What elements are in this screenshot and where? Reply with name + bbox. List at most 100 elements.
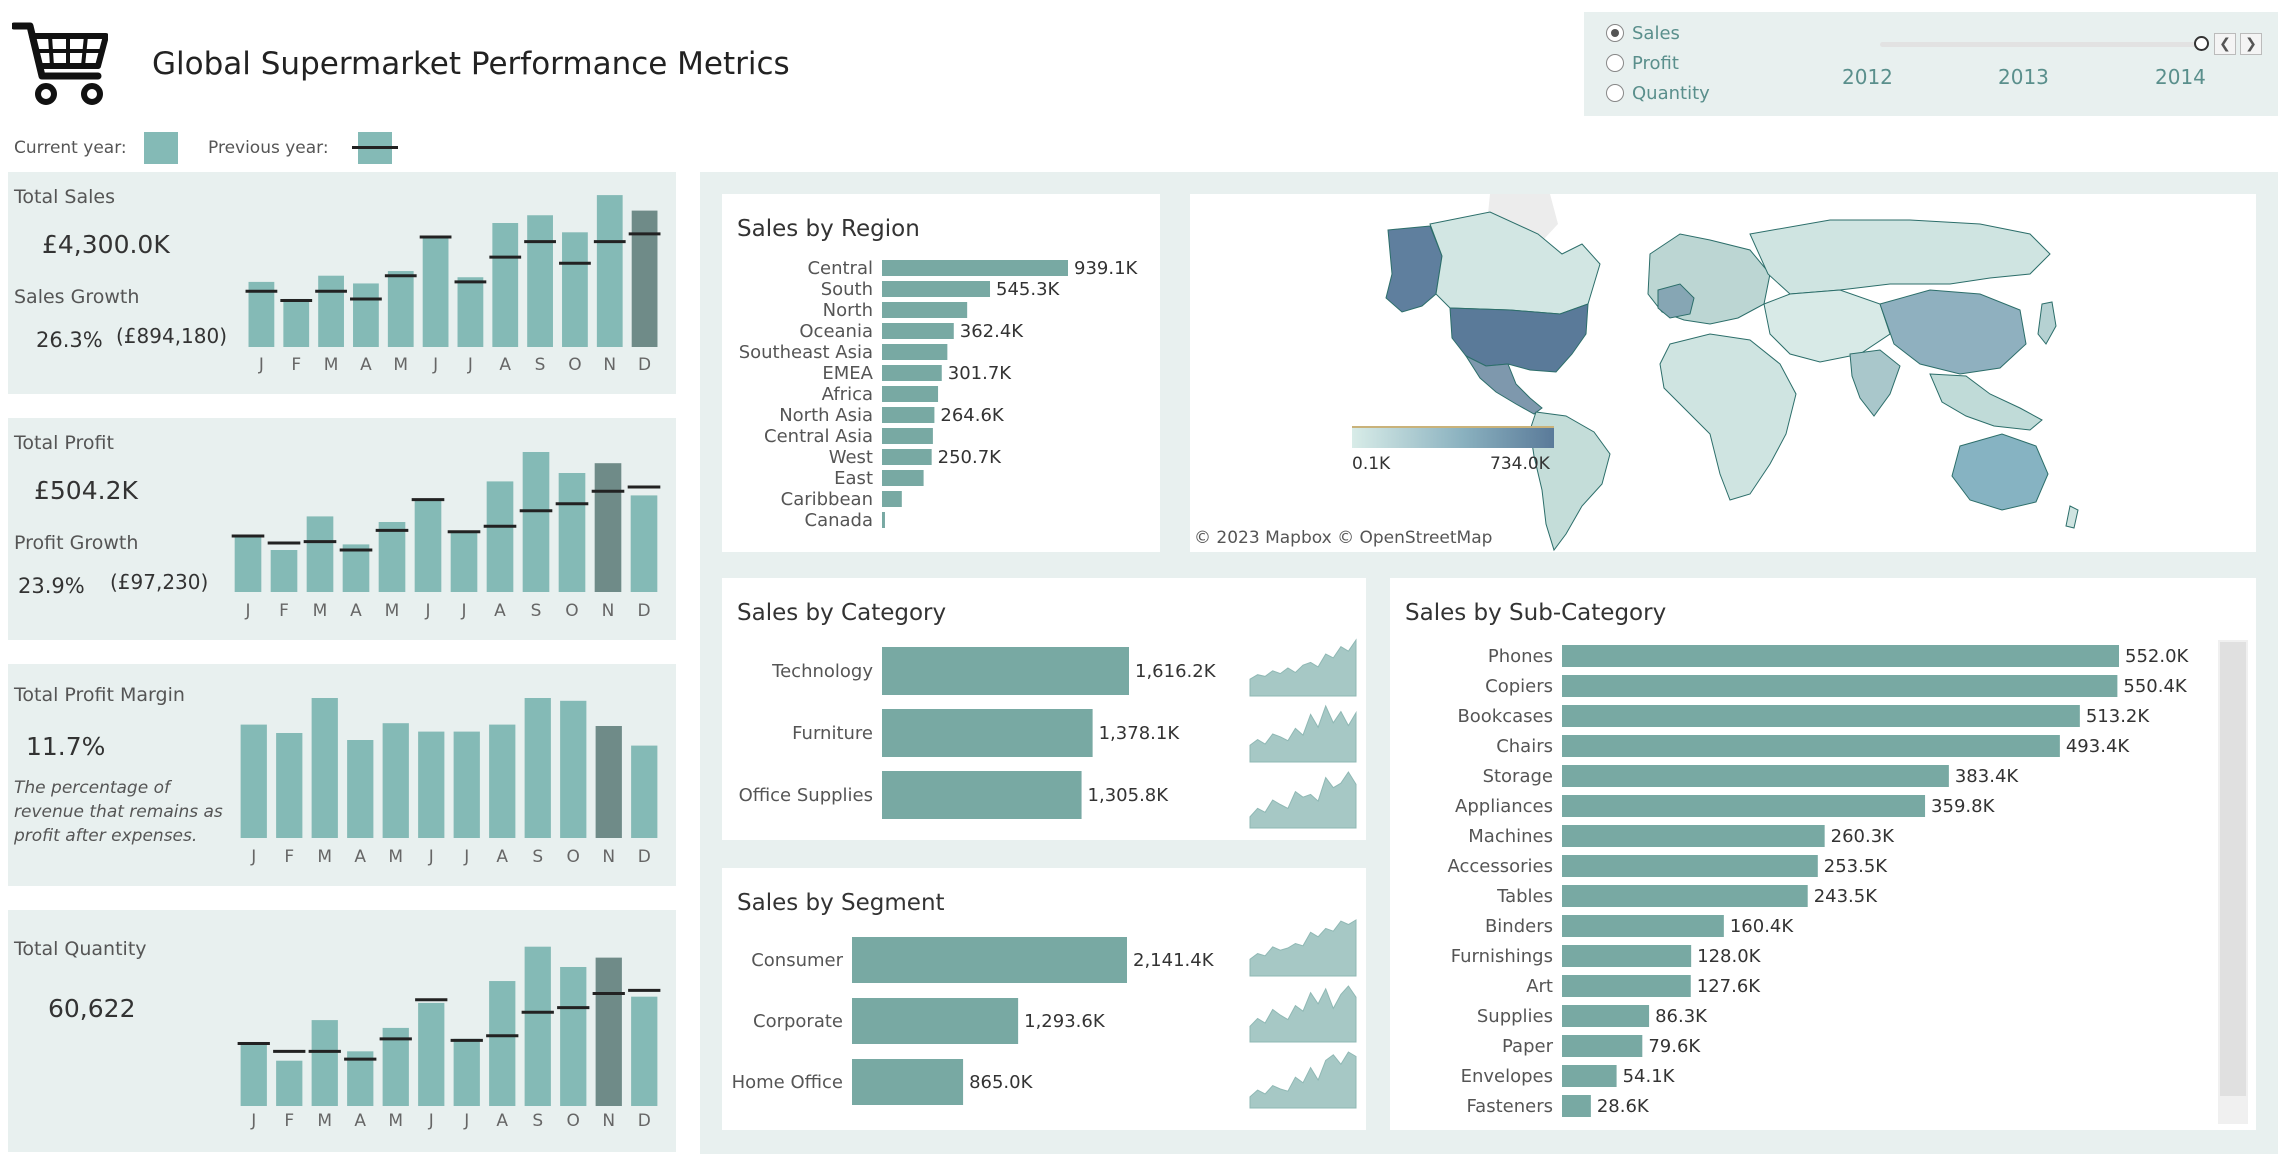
monthly-quantity-bar[interactable] <box>382 1027 409 1106</box>
sales-by-subcategory-bar[interactable] <box>1562 885 1808 907</box>
monthly-sales-bar[interactable] <box>492 223 519 347</box>
year-slider-track[interactable] <box>1880 42 2200 47</box>
monthly-margin-bar[interactable] <box>631 745 658 838</box>
monthly-profit-bar[interactable] <box>450 531 478 592</box>
map-card[interactable]: 0.1K 734.0K © 2023 Mapbox © OpenStreetMa… <box>1190 194 2256 552</box>
world-map[interactable] <box>1190 194 2256 552</box>
monthly-quantity-bar[interactable] <box>453 1038 480 1106</box>
monthly-quantity-bar[interactable] <box>595 957 622 1106</box>
monthly-profit-bar[interactable] <box>378 522 406 592</box>
sales-by-subcategory-bar[interactable] <box>1562 825 1825 847</box>
monthly-margin-bar[interactable] <box>418 731 445 838</box>
monthly-sales-bar[interactable] <box>353 283 379 347</box>
monthly-quantity-bar[interactable] <box>240 1041 267 1106</box>
sales-by-subcategory-bar[interactable] <box>1562 645 2119 667</box>
sales-by-subcategory-bar[interactable] <box>1562 945 1692 967</box>
monthly-profit-bar[interactable] <box>270 550 298 592</box>
monthly-sales-bar[interactable] <box>318 275 344 347</box>
monthly-quantity-bar[interactable] <box>489 981 516 1106</box>
monthly-quantity-bar[interactable] <box>524 946 551 1106</box>
sales-by-region-bar[interactable] <box>882 512 885 528</box>
sales-by-subcategory-bar[interactable] <box>1562 795 1926 817</box>
radio-icon[interactable] <box>1606 54 1624 72</box>
monthly-margin-bar[interactable] <box>240 724 267 838</box>
sales-by-category-bar[interactable] <box>882 647 1129 695</box>
sales-by-region-bar[interactable] <box>882 449 932 465</box>
monthly-profit-bar[interactable] <box>558 473 586 592</box>
sales-by-subcategory-bar[interactable] <box>1562 1095 1591 1117</box>
monthly-margin-bar[interactable] <box>453 731 480 838</box>
sales-by-subcategory-bar[interactable] <box>1562 915 1724 937</box>
sales-by-segment-bar[interactable] <box>852 998 1019 1044</box>
sales-by-region-bar[interactable] <box>882 428 933 444</box>
subcategory-scrollbar-thumb[interactable] <box>2220 642 2246 1096</box>
map-southeast-asia[interactable] <box>1929 373 2043 431</box>
monthly-sales-bar[interactable] <box>457 277 484 347</box>
map-attribution[interactable]: © 2023 Mapbox © OpenStreetMap <box>1194 528 1493 548</box>
monthly-sales-bar[interactable] <box>562 232 588 347</box>
sales-by-subcategory-bar[interactable] <box>1562 1035 1643 1057</box>
chevron-left-icon[interactable]: ❮ <box>2214 33 2236 55</box>
monthly-sales-bar[interactable] <box>387 271 414 347</box>
chevron-right-icon[interactable]: ❯ <box>2240 33 2262 55</box>
sales-by-region-bar[interactable] <box>882 407 935 423</box>
year-tick-2012[interactable]: 2012 <box>1842 65 1893 89</box>
sales-by-region-bar[interactable] <box>882 302 968 318</box>
monthly-sales-bar[interactable] <box>596 195 623 347</box>
monthly-quantity-bar[interactable] <box>631 996 658 1106</box>
monthly-profit-bar[interactable] <box>486 481 514 592</box>
monthly-sales-bar[interactable] <box>527 215 553 347</box>
map-central-america[interactable] <box>1464 354 1543 415</box>
sales-by-subcategory-bar[interactable] <box>1562 705 2080 727</box>
monthly-profit-bar[interactable] <box>594 463 622 592</box>
measure-option-quantity[interactable]: Quantity <box>1606 78 1710 108</box>
monthly-sales-bar[interactable] <box>283 298 310 347</box>
sales-by-region-bar[interactable] <box>882 386 939 402</box>
measure-option-sales[interactable]: Sales <box>1606 18 1710 48</box>
map-china[interactable] <box>1879 289 2027 375</box>
subcategory-scrollbar[interactable] <box>2218 640 2248 1124</box>
sales-by-subcategory-bar[interactable] <box>1562 735 2060 757</box>
year-tick-2013[interactable]: 2013 <box>1998 65 2049 89</box>
sales-by-segment-bar[interactable] <box>852 937 1127 983</box>
sales-by-region-bar[interactable] <box>882 323 954 339</box>
map-india[interactable] <box>1849 349 1901 417</box>
year-slider-handle[interactable] <box>2194 36 2209 51</box>
map-new-zealand[interactable] <box>2065 505 2079 529</box>
sales-by-subcategory-bar[interactable] <box>1562 765 1949 787</box>
map-africa[interactable] <box>1659 333 1797 501</box>
measure-option-profit[interactable]: Profit <box>1606 48 1710 78</box>
sales-by-category-bar[interactable] <box>882 771 1082 819</box>
sales-by-region-bar[interactable] <box>882 260 1068 276</box>
radio-icon[interactable] <box>1606 84 1624 102</box>
sales-by-subcategory-bar[interactable] <box>1562 675 2118 697</box>
monthly-profit-bar[interactable] <box>234 537 262 592</box>
map-japan[interactable] <box>2037 301 2057 345</box>
map-western-europe[interactable] <box>1657 283 1695 319</box>
monthly-quantity-bar[interactable] <box>311 1020 338 1106</box>
sales-by-segment-bar[interactable] <box>852 1059 964 1105</box>
year-tick-2014[interactable]: 2014 <box>2155 65 2206 89</box>
radio-icon[interactable] <box>1606 24 1624 42</box>
monthly-margin-bar[interactable] <box>489 724 516 838</box>
sales-by-subcategory-bar[interactable] <box>1562 1065 1617 1087</box>
monthly-quantity-bar[interactable] <box>418 1002 445 1106</box>
monthly-profit-bar[interactable] <box>342 544 370 592</box>
monthly-margin-bar[interactable] <box>276 733 303 838</box>
sales-by-subcategory-bar[interactable] <box>1562 1005 1650 1027</box>
map-central-asia[interactable] <box>1763 289 1891 363</box>
monthly-profit-bar[interactable] <box>630 495 658 592</box>
monthly-margin-bar[interactable] <box>311 698 338 838</box>
monthly-profit-bar[interactable] <box>306 516 334 592</box>
sales-by-region-bar[interactable] <box>882 491 902 507</box>
monthly-margin-bar[interactable] <box>560 700 587 838</box>
sales-by-subcategory-bar[interactable] <box>1562 855 1818 877</box>
sales-by-region-bar[interactable] <box>882 344 948 360</box>
sales-by-subcategory-bar[interactable] <box>1562 975 1691 997</box>
monthly-profit-bar[interactable] <box>414 501 442 592</box>
monthly-sales-bar[interactable] <box>248 281 275 347</box>
sales-by-region-bar[interactable] <box>882 281 991 297</box>
monthly-margin-bar[interactable] <box>382 723 409 838</box>
sales-by-region-bar[interactable] <box>882 365 942 381</box>
monthly-margin-bar[interactable] <box>595 726 622 838</box>
